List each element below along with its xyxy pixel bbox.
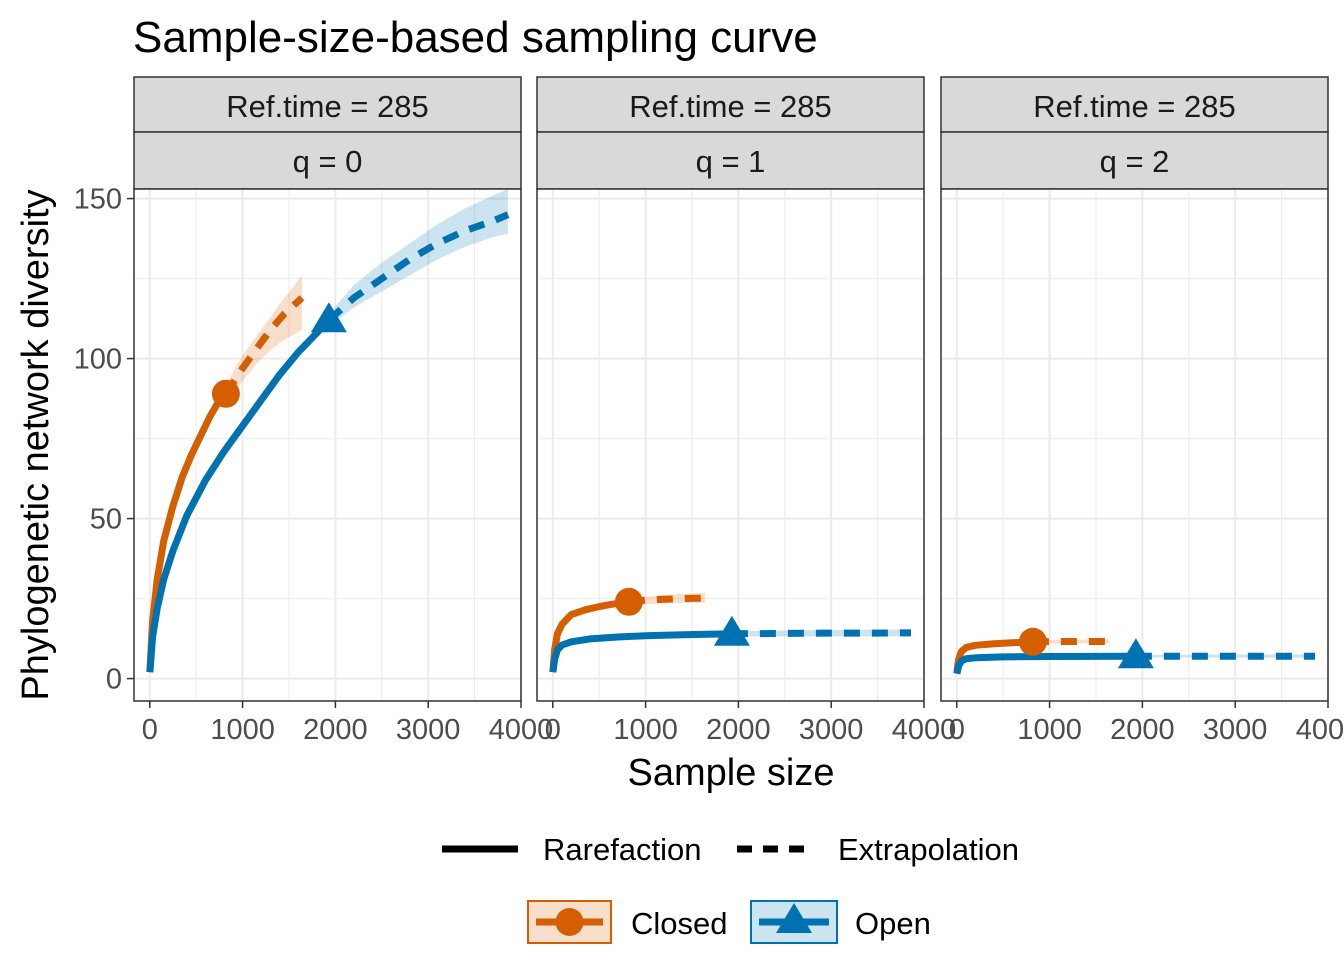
x-tick-label: 1000 <box>1017 714 1082 746</box>
y-tick-label: 150 <box>74 184 122 216</box>
x-tick-label: 0 <box>545 714 561 746</box>
y-tick-label: 0 <box>106 664 122 696</box>
y-tick-label: 50 <box>90 504 122 536</box>
reference-point-open <box>310 302 347 333</box>
facet-strip-top-label: Ref.time = 285 <box>1033 89 1235 124</box>
extrapolation-line-open <box>326 211 510 323</box>
reference-point-closed <box>211 379 240 408</box>
x-tick-label: 2000 <box>1110 714 1175 746</box>
facet-strip-top <box>133 76 522 133</box>
x-axis-label: Sample size <box>628 752 835 794</box>
rarefaction-line-closed <box>549 598 630 673</box>
rarefaction-line-closed <box>953 638 1034 673</box>
x-tick-label: 0 <box>142 714 158 746</box>
reference-point-closed <box>614 587 643 616</box>
rarefaction-line-open <box>549 630 732 673</box>
confidence-band-open <box>328 189 509 327</box>
x-tick-label: 4000 <box>1296 714 1344 746</box>
facet-strip-top-label: Ref.time = 285 <box>629 89 831 124</box>
facet-panel-3: Ref.time = 285 q = 2 0 1000 2000 3000 4000 <box>940 76 1344 746</box>
x-tick-label: 3000 <box>396 714 461 746</box>
legend-label-extrapolation: Extrapolation <box>838 832 1019 867</box>
panel-data <box>146 189 510 673</box>
rarefaction-line-open <box>953 652 1136 675</box>
legend-label-rarefaction: Rarefaction <box>543 832 702 867</box>
x-tick-label: 1000 <box>613 714 678 746</box>
rarefaction-line-open <box>146 317 332 673</box>
extrapolation-line-open <box>731 629 912 638</box>
facet-strip-top <box>536 76 925 133</box>
panel-data <box>953 637 1316 675</box>
y-axis-label: Phylogenetic network diversity <box>15 189 57 700</box>
y-tick-label: 100 <box>74 344 122 376</box>
legend: Rarefaction Extrapolation Closed Open <box>442 832 1019 944</box>
extrapolation-line-closed <box>222 295 305 396</box>
reference-point-open <box>713 615 750 646</box>
facet-strip-bottom-label: q = 0 <box>293 144 363 179</box>
reference-point-closed <box>1018 627 1047 656</box>
facet-strip-bottom-label: q = 1 <box>696 144 766 179</box>
reference-point-open <box>1117 638 1154 669</box>
x-tick-label: 2000 <box>706 714 771 746</box>
facet-panel-2: Ref.time = 285 q = 1 0 1000 2000 3000 4000 <box>536 76 957 746</box>
facet-strip-bottom <box>133 131 522 190</box>
legend-label-closed: Closed <box>631 906 728 941</box>
legend-label-open: Open <box>855 906 931 941</box>
plot-background <box>537 189 924 701</box>
panel-border <box>133 188 522 702</box>
x-tick-label: 3000 <box>799 714 864 746</box>
x-tick-label: 3000 <box>1203 714 1268 746</box>
x-tick-label: 2000 <box>303 714 368 746</box>
rarefaction-line-closed <box>146 391 229 673</box>
chart-title: Sample-size-based sampling curve <box>133 13 818 62</box>
facet-strip-top-label: Ref.time = 285 <box>226 89 428 124</box>
legend-key-open-marker <box>776 903 812 933</box>
facet-strip-top <box>940 76 1329 133</box>
x-tick-label: 0 <box>949 714 965 746</box>
panel-border <box>536 188 925 702</box>
x-tick-label: 4000 <box>489 714 554 746</box>
facet-strip-bottom <box>940 131 1329 190</box>
plot-background <box>134 189 521 701</box>
legend-key-closed-marker <box>555 908 584 936</box>
plot-background <box>941 189 1328 701</box>
x-tick-label: 4000 <box>892 714 957 746</box>
panel-border <box>940 188 1329 702</box>
x-tick-label: 1000 <box>210 714 275 746</box>
facet-strip-bottom-label: q = 2 <box>1100 144 1170 179</box>
facet-strip-bottom <box>536 131 925 190</box>
facet-panel-1: Ref.time = 285 q = 0 0 1000 2000 3000 4000 0 50 1… <box>74 76 554 746</box>
